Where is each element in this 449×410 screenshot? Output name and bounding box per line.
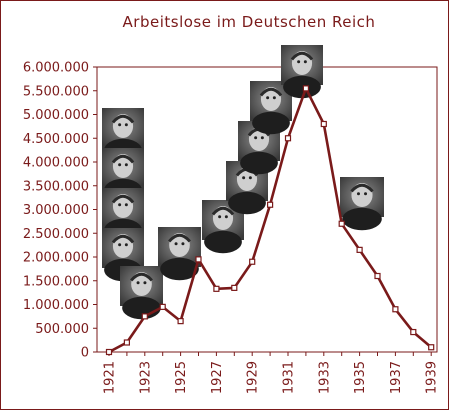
data-point [356, 246, 363, 253]
portrait-photo [340, 177, 384, 231]
y-tick-label: 3.500.000 [23, 179, 89, 194]
y-axis: 0 500.000 1.000.000 1.500.000 2.000.000 2.500… [23, 61, 97, 361]
series-layer [105, 85, 435, 356]
x-tick-label: 1923 [138, 361, 153, 394]
y-tick-label: 5.500.000 [23, 84, 89, 99]
y-tick-label: 0 [81, 346, 89, 361]
data-point [231, 284, 238, 291]
y-tick-label: 2.500.000 [23, 227, 89, 242]
y-tick-label: 6.000.000 [23, 61, 89, 76]
data-point [159, 303, 166, 310]
x-tick-label: 1939 [425, 361, 440, 394]
portrait-photo [250, 81, 292, 135]
data-point [177, 318, 184, 325]
x-tick-label: 1921 [103, 361, 118, 394]
data-point [267, 201, 274, 208]
x-tick-label: 1927 [210, 361, 225, 394]
chart-title: Arbeitslose im Deutschen Reich [123, 13, 376, 31]
y-tick-label: 1.000.000 [23, 298, 89, 313]
data-point [374, 272, 381, 280]
y-tick-label: 5.000.000 [23, 108, 89, 123]
x-tick-label: 1929 [246, 361, 261, 394]
x-axis: 1921 1923 1925 1927 1929 1931 1933 1935 1937 1939 [103, 352, 440, 394]
portraits-group [102, 45, 384, 320]
x-tick-label: 1935 [353, 361, 368, 394]
data-point [428, 344, 435, 351]
data-point [105, 348, 113, 356]
x-tick-label: 1925 [174, 361, 189, 394]
portrait-photo [202, 200, 244, 254]
portrait-photo [281, 45, 323, 99]
data-point [392, 306, 399, 313]
data-point [249, 258, 256, 265]
x-tick-label: 1933 [317, 361, 332, 394]
y-tick-label: 3.000.000 [23, 203, 89, 218]
data-point [338, 220, 345, 227]
data-point [284, 135, 292, 142]
y-tick-label: 1.500.000 [23, 274, 89, 289]
y-tick-label: 4.500.000 [23, 132, 89, 147]
x-tick-label: 1931 [282, 361, 297, 394]
y-tick-label: 500.000 [35, 322, 89, 337]
data-point [410, 328, 417, 336]
portrait-photo [120, 266, 163, 320]
y-tick-label: 4.000.000 [23, 156, 89, 171]
portrait-photo [158, 227, 201, 281]
data-point [213, 285, 220, 292]
data-point [302, 85, 309, 92]
data-point [123, 339, 131, 346]
data-point [141, 313, 148, 320]
y-tick-label: 2.000.000 [23, 251, 89, 266]
data-point [320, 120, 327, 128]
data-point [195, 256, 202, 263]
x-tick-label: 1937 [389, 361, 404, 394]
